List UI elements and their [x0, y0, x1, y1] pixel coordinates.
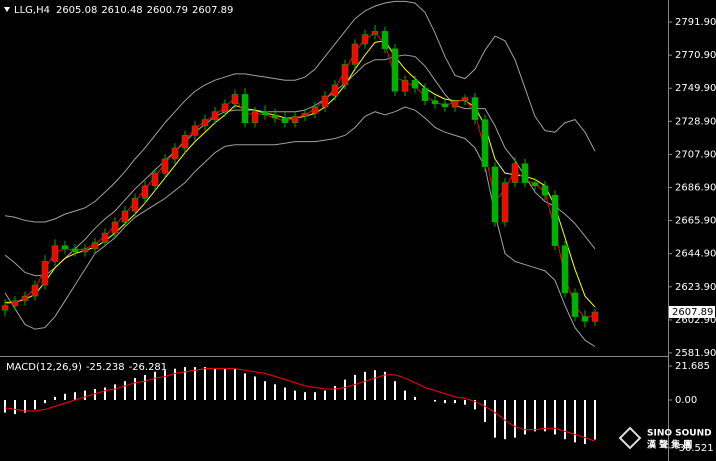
candle-body	[301, 113, 309, 117]
candle-body	[51, 245, 59, 262]
candle-body	[31, 284, 39, 297]
y-tick-label: 21.685	[675, 361, 710, 372]
candle-body	[251, 111, 259, 123]
high-readout: 2610.48	[101, 5, 142, 16]
candle-body	[71, 248, 79, 253]
candle-body	[151, 172, 159, 187]
candle-body	[411, 79, 419, 89]
y-tick-label: 2728.90	[675, 116, 716, 127]
y-tick-label: 2749.90	[675, 83, 716, 94]
last-price-label: 2607.89	[672, 307, 713, 318]
candle-body	[541, 185, 549, 196]
candle-body	[571, 292, 579, 317]
candle-body	[231, 94, 239, 105]
signal-readout: -26.281	[129, 362, 168, 373]
candle-body	[511, 163, 519, 183]
candle-body	[471, 97, 479, 120]
candle-body	[391, 48, 399, 92]
candle-body	[91, 242, 99, 250]
macd-title: MACD(12,26,9)	[6, 362, 82, 373]
candle-body	[61, 245, 69, 250]
candle-body	[551, 194, 559, 246]
candle-body	[101, 232, 109, 243]
candle-body	[111, 221, 119, 234]
candle-body	[461, 97, 469, 101]
candle-body	[281, 117, 289, 123]
y-tick-label: 2581.90	[675, 348, 716, 359]
candle-body	[201, 119, 209, 127]
y-tick-label: 2602.90	[675, 315, 716, 326]
candle-body	[261, 111, 269, 116]
candle-body	[371, 31, 379, 35]
last-price-box	[669, 305, 715, 318]
candle-body	[321, 95, 329, 108]
macd-readout: -25.238	[86, 362, 125, 373]
candle-body	[421, 87, 429, 101]
y-tick-label: 2707.90	[675, 149, 716, 160]
candle-body	[591, 311, 599, 322]
candle-body	[361, 34, 369, 45]
candle-body	[381, 31, 389, 49]
open-readout: 2605.08	[56, 5, 97, 16]
candle-body	[441, 103, 449, 108]
candle-body	[491, 166, 499, 223]
candle-body	[311, 106, 319, 114]
candle-body	[271, 114, 279, 119]
y-tick-label: 2791.90	[675, 17, 716, 28]
candle-body	[21, 295, 29, 302]
candle-body	[171, 147, 179, 160]
y-tick-label: -30.521	[675, 443, 714, 454]
y-tick-label: 2770.90	[675, 50, 716, 61]
y-tick-label: 0.00	[675, 395, 697, 406]
watermark: SINO SOUND 漢 聲 集 團	[618, 426, 712, 451]
candle-body	[291, 116, 299, 123]
candle-body	[81, 248, 89, 253]
candle-body	[521, 163, 529, 183]
candle-body	[41, 261, 49, 286]
candle-body	[481, 119, 489, 168]
close-readout: 2607.89	[192, 5, 233, 16]
candle-body	[211, 111, 219, 120]
candle-body	[191, 125, 199, 136]
candle-body	[341, 64, 349, 86]
y-tick-label: 2686.90	[675, 183, 716, 194]
candle-body	[11, 300, 19, 306]
candle-body	[241, 94, 249, 123]
candle-body	[181, 135, 189, 149]
candle-body	[161, 158, 169, 174]
candle-body	[581, 316, 589, 322]
candle-body	[221, 103, 229, 112]
watermark-zh: 漢 聲 集 團	[647, 439, 692, 451]
candle-body	[451, 100, 459, 108]
candle-body	[131, 198, 139, 212]
candle-body	[431, 100, 439, 105]
y-tick-label: 2665.90	[675, 216, 716, 227]
candle-body	[401, 79, 409, 92]
candle-body	[501, 182, 509, 223]
macd-header: MACD(12,26,9) -25.238 -26.281	[6, 362, 167, 373]
candle-body	[531, 182, 539, 187]
candle-body	[141, 185, 149, 199]
candle-body	[1, 305, 9, 311]
watermark-logo	[618, 426, 642, 450]
candle-body	[561, 245, 569, 294]
candle-body	[121, 210, 129, 223]
signal-line	[4, 368, 596, 442]
indicator-line	[4, 0, 596, 223]
low-readout: 2600.79	[147, 5, 188, 16]
symbol: LLG,H4	[14, 5, 50, 16]
y-tick-label: 2623.90	[675, 282, 716, 293]
watermark-en: SINO SOUND	[647, 429, 712, 439]
indicator-line	[4, 54, 596, 277]
header-arrow	[4, 7, 10, 12]
candle-body	[351, 43, 359, 65]
y-tick-label: 2644.90	[675, 249, 716, 260]
candle-body	[331, 84, 339, 97]
main-header: LLG,H4 2605.08 2610.48 2600.79 2607.89	[14, 5, 233, 16]
